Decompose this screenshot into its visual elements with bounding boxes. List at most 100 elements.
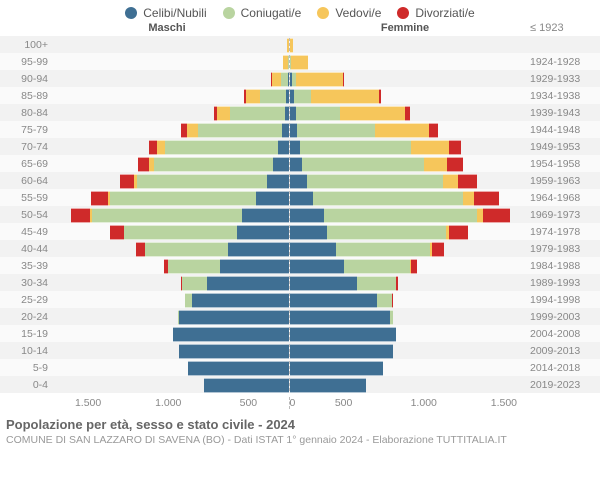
- seg-divorced: [411, 259, 417, 274]
- age-label: 0-4: [0, 379, 54, 391]
- seg-single: [290, 208, 324, 223]
- pyramid-row: 90-941929-1933: [0, 70, 600, 87]
- pyramid-row: 25-291994-1998: [0, 291, 600, 308]
- seg-married: [124, 225, 237, 240]
- seg-married: [92, 208, 242, 223]
- age-label: 15-19: [0, 328, 54, 340]
- seg-single: [290, 310, 390, 325]
- female-bar: [290, 140, 525, 153]
- seg-single: [204, 378, 288, 393]
- year-label: 2019-2023: [524, 379, 600, 391]
- seg-single: [278, 140, 289, 155]
- pyramid-row: 55-591964-1968: [0, 189, 600, 206]
- seg-married: [302, 157, 424, 172]
- seg-divorced: [432, 242, 445, 257]
- seg-married: [260, 89, 287, 104]
- age-label: 30-34: [0, 277, 54, 289]
- pyramid-row: 15-19 2004-2008: [0, 325, 600, 342]
- female-header: Femmine: [286, 22, 524, 34]
- female-bar: [290, 361, 525, 374]
- seg-married: [110, 191, 255, 206]
- seg-widowed: [443, 174, 459, 189]
- male-bar: [54, 191, 290, 204]
- seg-single: [290, 378, 367, 393]
- seg-divorced: [343, 72, 344, 87]
- pyramid-row: 95-991924-1928: [0, 53, 600, 70]
- pyramid-row: 70-741949-1953: [0, 138, 600, 155]
- legend-item: Vedovi/e: [317, 6, 381, 20]
- x-tick: 0: [290, 397, 304, 409]
- seg-divorced: [138, 157, 149, 172]
- seg-married: [185, 293, 192, 308]
- seg-widowed: [246, 89, 260, 104]
- seg-widowed: [340, 106, 406, 121]
- year-label: 1954-1958: [524, 158, 600, 170]
- year-label: 1964-1968: [524, 192, 600, 204]
- seg-divorced: [483, 208, 510, 223]
- female-bar: [290, 55, 525, 68]
- seg-single: [267, 174, 289, 189]
- male-bar: [54, 361, 290, 374]
- seg-divorced: [149, 140, 158, 155]
- x-tick: 500: [208, 397, 288, 409]
- seg-married: [313, 191, 463, 206]
- male-bar: [54, 276, 290, 289]
- age-label: 70-74: [0, 141, 54, 153]
- female-bar: [290, 208, 525, 221]
- pyramid-row: 80-841939-1943: [0, 104, 600, 121]
- year-label: 1939-1943: [524, 107, 600, 119]
- age-label: 100+: [0, 39, 54, 51]
- age-label: 85-89: [0, 90, 54, 102]
- year-label: 1999-2003: [524, 311, 600, 323]
- seg-divorced: [429, 123, 438, 138]
- female-bar: [290, 344, 525, 357]
- year-label: 1979-1983: [524, 243, 600, 255]
- seg-married: [344, 259, 410, 274]
- age-label: 90-94: [0, 73, 54, 85]
- age-label: 75-79: [0, 124, 54, 136]
- pyramid-row: 65-69 1954-1958: [0, 155, 600, 172]
- age-label: 40-44: [0, 243, 54, 255]
- male-header: Maschi: [48, 22, 286, 34]
- pyramid-row: 85-891934-1938: [0, 87, 600, 104]
- male-bar: [54, 89, 290, 102]
- legend-item: Divorziati/e: [397, 6, 474, 20]
- seg-divorced: [379, 89, 381, 104]
- seg-divorced: [71, 208, 90, 223]
- seg-single: [290, 276, 357, 291]
- age-label: 65-69: [0, 158, 54, 170]
- x-axis: 05001.0001.500 05001.0001.500: [0, 393, 600, 409]
- female-bar: [290, 310, 525, 323]
- seg-married: [165, 140, 278, 155]
- female-bar: [290, 106, 525, 119]
- year-label: 1924-1928: [524, 56, 600, 68]
- seg-single: [188, 361, 288, 376]
- seg-single: [290, 225, 328, 240]
- age-label: 50-54: [0, 209, 54, 221]
- seg-married: [300, 140, 411, 155]
- seg-married: [296, 106, 340, 121]
- legend-swatch: [223, 7, 235, 19]
- seg-widowed: [287, 38, 289, 53]
- female-bar: [290, 123, 525, 136]
- legend-label: Celibi/Nubili: [143, 6, 206, 20]
- seg-widowed: [217, 106, 230, 121]
- male-bar: [54, 208, 290, 221]
- seg-single: [290, 242, 337, 257]
- seg-widowed: [272, 72, 281, 87]
- chart-title: Popolazione per età, sesso e stato civil…: [6, 417, 594, 432]
- male-bar: [54, 106, 290, 119]
- year-label: 2004-2008: [524, 328, 600, 340]
- seg-widowed: [296, 72, 343, 87]
- seg-widowed: [311, 89, 378, 104]
- pyramid-row: 40-44 1979-1983: [0, 240, 600, 257]
- seg-married: [324, 208, 477, 223]
- male-bar: [54, 157, 290, 170]
- legend: Celibi/Nubili Coniugati/e Vedovi/e Divorzia…: [0, 0, 600, 22]
- seg-single: [290, 123, 298, 138]
- year-label: 2014-2018: [524, 362, 600, 374]
- legend-label: Coniugati/e: [241, 6, 302, 20]
- seg-single: [282, 123, 288, 138]
- seg-married: [198, 123, 282, 138]
- seg-single: [286, 89, 288, 104]
